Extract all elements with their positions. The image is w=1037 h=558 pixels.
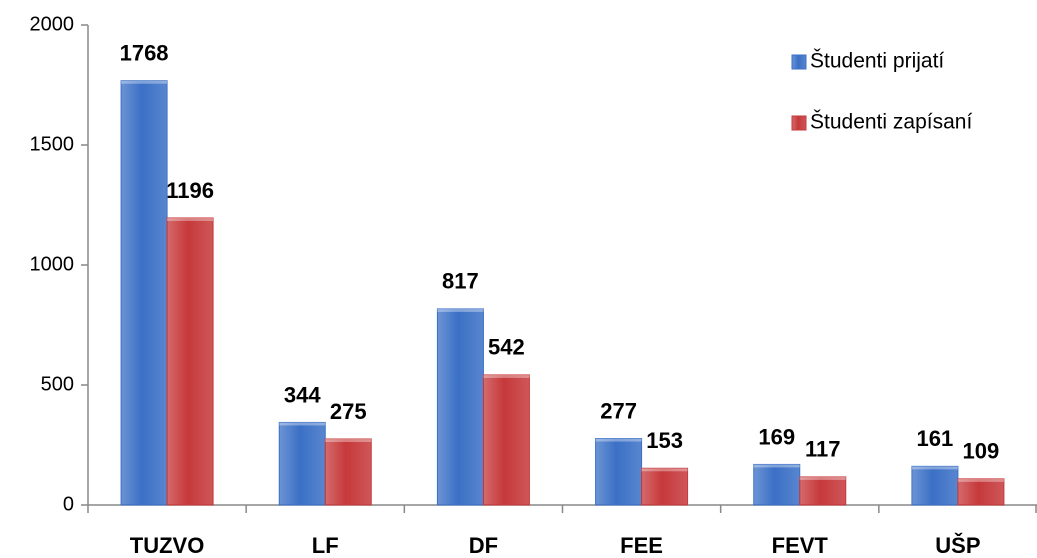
y-tick-label: 2000 — [30, 13, 75, 35]
data-label: 109 — [963, 439, 1000, 464]
data-label: 817 — [442, 269, 479, 294]
x-tick-label: TUZVO — [130, 533, 205, 558]
bar — [753, 463, 801, 506]
bar-top — [325, 439, 372, 442]
bar-top — [595, 438, 642, 442]
bar-top — [167, 217, 214, 221]
bar — [324, 438, 372, 506]
data-label: 542 — [488, 335, 525, 360]
legend-label: Študenti prijatí — [810, 50, 944, 73]
bar — [595, 438, 643, 506]
x-tick-label: FEVT — [772, 533, 829, 558]
bar-top — [753, 464, 800, 468]
data-label: 117 — [805, 437, 841, 462]
bar — [120, 80, 168, 506]
bar — [799, 476, 847, 506]
data-label: 344 — [284, 382, 321, 407]
bar — [166, 217, 214, 506]
data-label: 161 — [917, 426, 954, 451]
bar-top — [641, 468, 688, 472]
bar — [957, 478, 1005, 506]
bar-top — [121, 80, 168, 84]
data-label: 169 — [758, 424, 795, 449]
bar-top — [279, 422, 326, 426]
bar — [641, 467, 689, 506]
x-tick-label: LF — [312, 533, 339, 558]
y-tick-label: 1000 — [30, 253, 75, 275]
bar-top — [483, 374, 530, 378]
bar-top — [799, 476, 846, 480]
x-tick-label: UŠP — [935, 533, 980, 558]
bar-top — [911, 466, 958, 470]
y-tick-label: 500 — [41, 373, 74, 395]
data-label: 277 — [600, 398, 637, 423]
bar-top — [957, 478, 1004, 482]
data-label: 1768 — [120, 40, 169, 65]
legend-label: Študenti zapísaní — [810, 111, 972, 134]
legend-swatch — [791, 115, 807, 131]
y-tick-label: 1500 — [30, 133, 75, 155]
bar — [278, 421, 326, 506]
bar — [436, 308, 484, 506]
data-label: 153 — [646, 428, 683, 453]
y-tick-label: 0 — [63, 493, 74, 515]
data-label: 275 — [330, 399, 367, 424]
legend-swatch — [791, 54, 807, 70]
bar — [911, 465, 959, 506]
bar — [482, 374, 530, 506]
bar-top — [437, 308, 484, 312]
x-tick-label: DF — [469, 533, 498, 558]
data-label: 1196 — [166, 178, 214, 203]
x-tick-label: FEE — [620, 533, 663, 558]
